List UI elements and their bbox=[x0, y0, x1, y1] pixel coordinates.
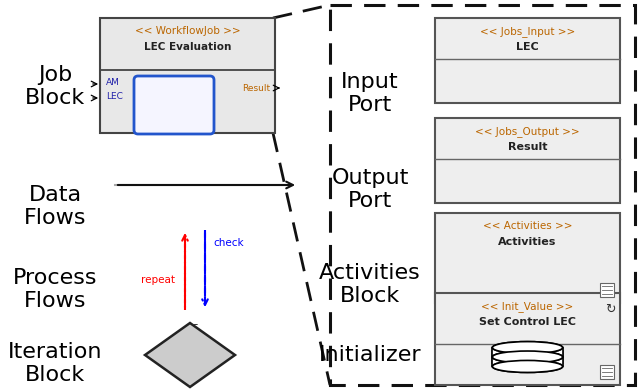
Bar bbox=[600, 365, 614, 379]
Ellipse shape bbox=[492, 351, 563, 363]
Ellipse shape bbox=[492, 342, 563, 354]
Text: Activities
Block: Activities Block bbox=[319, 263, 421, 306]
Text: Result: Result bbox=[508, 142, 547, 152]
Text: Iteration
Block: Iteration Block bbox=[8, 342, 102, 385]
Ellipse shape bbox=[492, 360, 563, 372]
Text: << WorkflowJob >>: << WorkflowJob >> bbox=[134, 26, 240, 36]
Ellipse shape bbox=[492, 360, 563, 372]
Text: –: – bbox=[192, 318, 198, 331]
Text: LEC Evaluation: LEC Evaluation bbox=[144, 42, 231, 52]
Text: LEC: LEC bbox=[106, 92, 123, 101]
Text: check: check bbox=[213, 238, 244, 248]
Text: Result: Result bbox=[242, 84, 270, 93]
Bar bbox=[600, 283, 614, 297]
Text: AM: AM bbox=[106, 78, 120, 87]
Text: << Activities >>: << Activities >> bbox=[483, 221, 572, 231]
Polygon shape bbox=[145, 323, 235, 387]
Text: << Jobs_Input >>: << Jobs_Input >> bbox=[480, 26, 575, 37]
Text: Output
Port: Output Port bbox=[332, 168, 409, 211]
Bar bbox=[100, 18, 275, 133]
Bar bbox=[435, 213, 620, 303]
Text: Activities: Activities bbox=[499, 237, 557, 247]
Text: repeat: repeat bbox=[141, 275, 175, 285]
Text: << Jobs_Output >>: << Jobs_Output >> bbox=[475, 126, 580, 137]
Ellipse shape bbox=[492, 351, 563, 363]
Bar bbox=[435, 18, 620, 103]
Text: << Init_Value >>: << Init_Value >> bbox=[481, 301, 573, 312]
Bar bbox=[492, 349, 563, 365]
Text: Initializer: Initializer bbox=[319, 345, 421, 365]
Bar bbox=[330, 5, 635, 385]
FancyBboxPatch shape bbox=[134, 76, 214, 134]
Bar bbox=[435, 293, 620, 385]
Text: ↻: ↻ bbox=[605, 303, 615, 316]
Bar bbox=[435, 118, 620, 203]
Text: Process
Flows: Process Flows bbox=[13, 268, 97, 311]
Text: Data
Flows: Data Flows bbox=[24, 185, 86, 228]
Text: Job
Block: Job Block bbox=[25, 65, 85, 108]
Ellipse shape bbox=[492, 342, 563, 354]
Text: Input
Port: Input Port bbox=[341, 72, 399, 115]
Text: LEC: LEC bbox=[516, 42, 539, 52]
Text: Set Control LEC: Set Control LEC bbox=[479, 317, 576, 327]
